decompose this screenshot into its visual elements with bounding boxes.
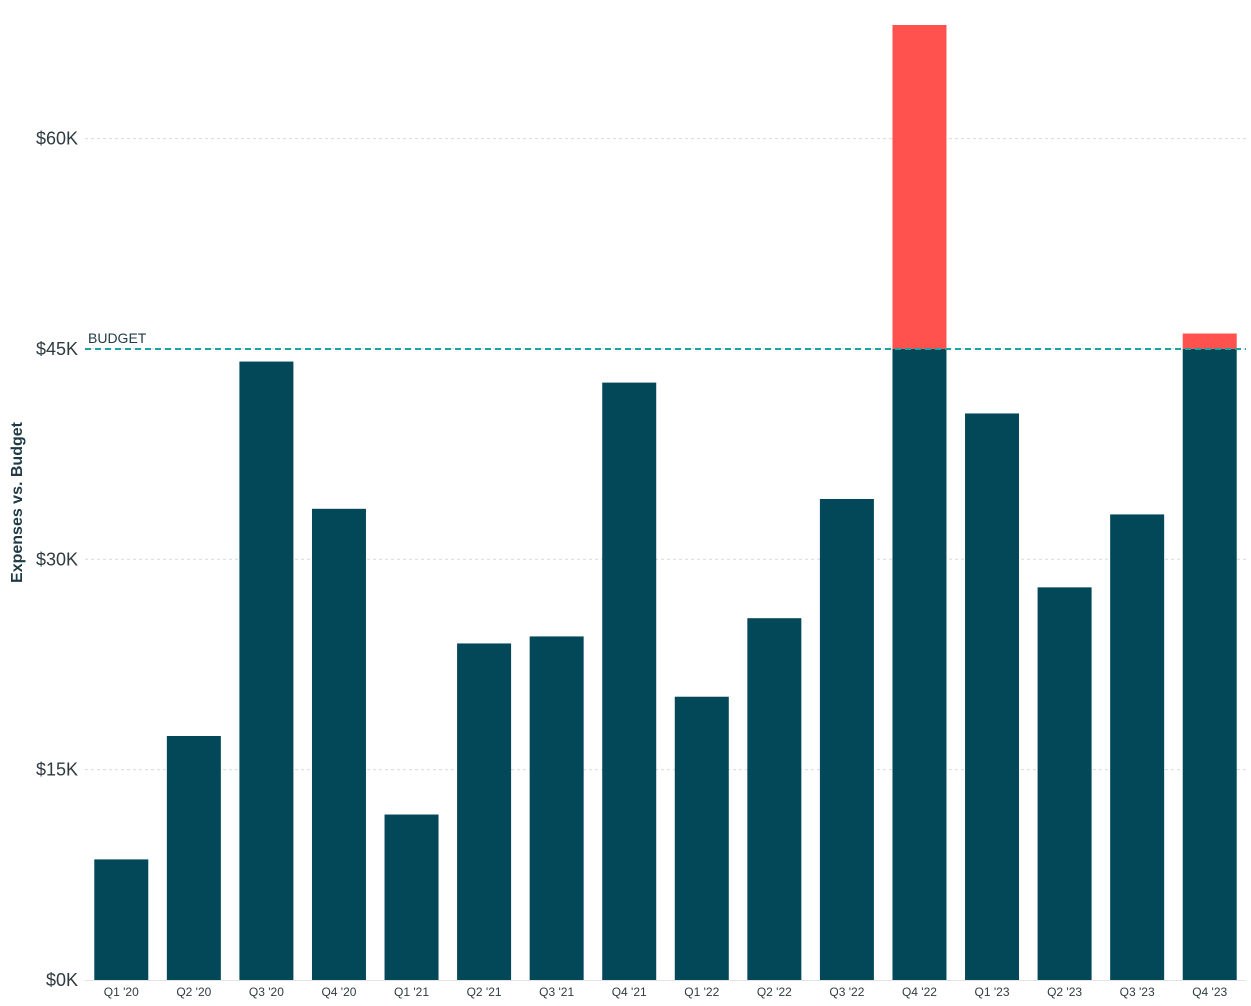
bar-within-budget (602, 382, 657, 980)
x-tick-label: Q4 '20 (321, 985, 356, 999)
bars (94, 25, 1237, 981)
bar-within-budget (529, 636, 584, 980)
y-tick-label: $0K (46, 970, 78, 990)
y-tick-label: $30K (36, 549, 78, 569)
x-tick-label: Q2 '23 (1047, 985, 1082, 999)
bar-within-budget (747, 618, 802, 980)
x-tick-label: Q1 '23 (975, 985, 1010, 999)
bar-within-budget (965, 413, 1020, 980)
budget-label: BUDGET (88, 330, 147, 346)
x-tick-label: Q4 '22 (902, 985, 937, 999)
bar-over-budget (1182, 333, 1237, 349)
bar-over-budget (892, 25, 947, 349)
y-axis-title: Expenses vs. Budget (9, 421, 26, 583)
bar-within-budget (1037, 587, 1092, 980)
x-tick-label: Q3 '22 (829, 985, 864, 999)
x-tick-label: Q3 '21 (539, 985, 574, 999)
bar-within-budget (457, 643, 512, 980)
bar-within-budget (1182, 348, 1237, 980)
y-tick-label: $45K (36, 339, 78, 359)
bar-within-budget (674, 696, 729, 980)
bar-within-budget (239, 361, 294, 981)
bar-within-budget (819, 498, 874, 980)
x-axis-labels: Q1 '20 Q2 '20 Q3 '20 Q4 '20 Q1 '21 Q2 '21 Q3 '… (104, 985, 1228, 999)
bar-within-budget (384, 814, 439, 980)
bar-within-budget (94, 859, 149, 980)
x-tick-label: Q1 '20 (104, 985, 139, 999)
x-tick-label: Q4 '21 (612, 985, 647, 999)
x-tick-label: Q4 '23 (1192, 985, 1227, 999)
x-tick-label: Q1 '21 (394, 985, 429, 999)
x-tick-label: Q2 '22 (757, 985, 792, 999)
x-tick-label: Q2 '21 (467, 985, 502, 999)
x-tick-label: Q3 '23 (1120, 985, 1155, 999)
y-axis-ticks: $0K $15K $30K $45K $60K (36, 129, 78, 990)
x-tick-label: Q3 '20 (249, 985, 284, 999)
x-tick-label: Q2 '20 (176, 985, 211, 999)
bar-within-budget (166, 735, 221, 980)
x-tick-label: Q1 '22 (684, 985, 719, 999)
bar-within-budget (311, 508, 366, 980)
bar-within-budget (892, 348, 947, 980)
bar-within-budget (1110, 514, 1165, 980)
y-tick-label: $15K (36, 760, 78, 780)
y-tick-label: $60K (36, 129, 78, 149)
